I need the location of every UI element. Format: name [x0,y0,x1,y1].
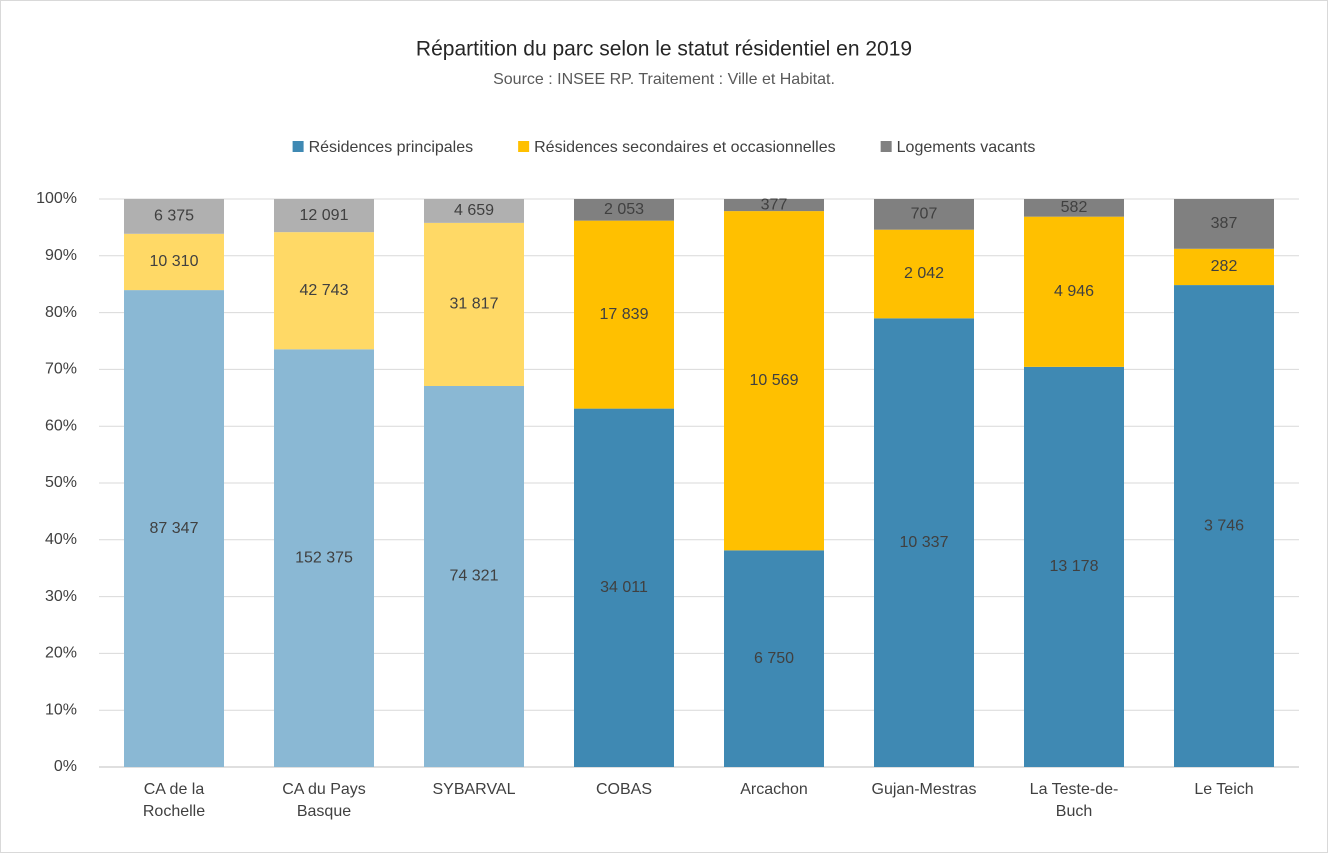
y-tick-label: 70% [45,361,77,378]
data-label: 582 [1061,199,1088,216]
x-tick-label: CA de la Rochelle [142,781,206,820]
bar-segment [574,199,674,221]
data-label: 387 [1211,215,1238,232]
bar-segment [724,199,824,212]
chart-subtitle: Source : INSEE RP. Traitement : Ville et… [493,71,835,88]
bar-segment [124,199,224,234]
data-label: 74 321 [450,568,499,585]
x-tick-label: SYBARVAL [432,781,516,798]
bar-segment [874,199,974,230]
data-label: 707 [911,206,938,223]
data-label: 6 750 [754,650,794,667]
x-tick-label: Le Teich [1194,781,1254,798]
data-label: 377 [761,196,788,213]
bar-segment [874,229,974,319]
bar-segment [274,232,374,350]
legend-label: Résidences secondaires et occasionnelles [534,139,836,156]
x-tick-label: COBAS [595,781,652,798]
bar-segment [1174,248,1274,286]
data-label: 10 310 [150,253,199,270]
bar-segment [124,290,224,767]
bar-segment [124,233,224,291]
legend-swatch [880,141,892,152]
bar-segment [724,211,824,551]
data-label: 4 659 [454,202,494,219]
data-label: 3 746 [1204,517,1244,534]
bar-segment [424,385,524,767]
bar-segment [874,318,974,767]
x-tick-label: Gujan-Mestras [871,781,977,798]
y-tick-label: 20% [45,645,77,662]
bar-segment [1024,366,1124,767]
y-tick-label: 90% [45,247,77,264]
data-label: 152 375 [295,549,353,566]
y-tick-label: 60% [45,417,77,434]
y-tick-label: 40% [45,531,77,548]
bar-segment [574,408,674,767]
data-label: 42 743 [300,282,349,299]
bar-segment [274,349,374,767]
data-label: 17 839 [600,306,649,323]
x-tick-label: CA du Pays Basque [282,781,366,820]
bar-segment [1024,199,1124,217]
legend-label: Résidences principales [309,139,474,156]
data-label: 13 178 [1050,558,1099,575]
data-label: 12 091 [300,207,349,224]
y-tick-label: 10% [45,701,77,718]
bar-segment [574,220,674,409]
bar-segment [424,222,524,386]
bar-segment [1174,285,1274,767]
data-label: 6 375 [154,208,194,225]
data-label: 2 042 [904,265,944,282]
y-tick-label: 0% [54,758,77,775]
legend-label: Logements vacants [897,139,1036,156]
y-tick-label: 80% [45,304,77,321]
data-label: 282 [1211,258,1238,275]
legend-swatch [518,141,530,152]
bar-segment [424,199,524,223]
data-label: 2 053 [604,201,644,218]
data-label: 34 011 [600,579,648,596]
y-tick-label: 100% [36,190,77,207]
legend-swatch [292,141,304,152]
y-tick-label: 30% [45,588,77,605]
y-tick-label: 50% [45,474,77,491]
x-tick-label: La Teste-de-Buch [1029,781,1119,820]
data-label: 87 347 [150,520,199,537]
bar-segment [1024,216,1124,367]
bar-segment [1174,199,1274,249]
data-label: 10 569 [750,372,799,389]
bar-segment [274,199,374,233]
data-label: 10 337 [900,534,949,551]
data-label: 4 946 [1054,283,1094,300]
x-tick-label: Arcachon [740,781,808,798]
bar-segment [724,550,824,767]
chart-title: Répartition du parc selon le statut rési… [416,38,912,61]
data-label: 31 817 [450,296,499,313]
